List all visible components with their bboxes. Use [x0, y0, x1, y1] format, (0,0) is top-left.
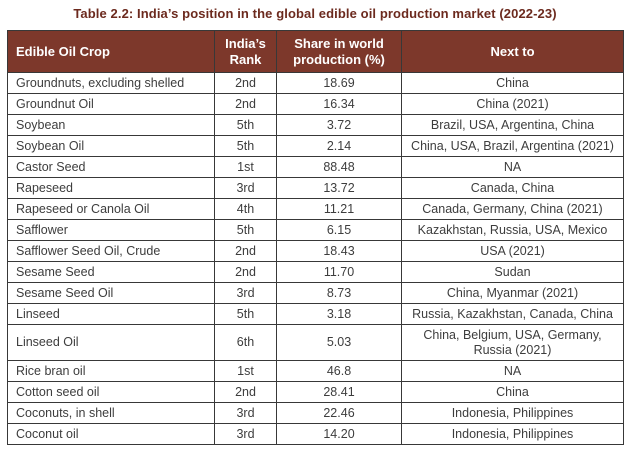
header-rank: India’s Rank — [214, 30, 277, 73]
cell-next-to: Kazakhstan, Russia, USA, Mexico — [401, 219, 624, 241]
cell-next-to: Canada, Germany, China (2021) — [401, 198, 624, 220]
cell-rank: 3rd — [214, 423, 277, 445]
cell-crop: Linseed Oil — [7, 324, 215, 361]
cell-crop: Groundnut Oil — [7, 93, 215, 115]
table-row: Safflower Seed Oil, Crude 2nd 18.43 USA (20… — [7, 240, 624, 262]
table-row: Sesame Seed Oil 3rd 8.73 China, Myanmar (20… — [7, 282, 624, 304]
cell-share: 16.34 — [276, 93, 402, 115]
cell-rank: 2nd — [214, 261, 277, 283]
cell-rank: 3rd — [214, 282, 277, 304]
cell-crop: Rapeseed — [7, 177, 215, 199]
cell-rank: 2nd — [214, 72, 277, 94]
cell-rank: 2nd — [214, 93, 277, 115]
cell-share: 13.72 — [276, 177, 402, 199]
cell-rank: 5th — [214, 135, 277, 157]
cell-rank: 1st — [214, 156, 277, 178]
cell-crop: Linseed — [7, 303, 215, 325]
cell-next-to: China, Myanmar (2021) — [401, 282, 624, 304]
cell-next-to: Sudan — [401, 261, 624, 283]
cell-share: 11.70 — [276, 261, 402, 283]
cell-crop: Groundnuts, excluding shelled — [7, 72, 215, 94]
table-row: Cotton seed oil 2nd 28.41 China — [7, 381, 624, 403]
cell-share: 14.20 — [276, 423, 402, 445]
table-row: Rapeseed 3rd 13.72 Canada, China — [7, 177, 624, 199]
table-row: Soybean 5th 3.72 Brazil, USA, Argentina, Ch… — [7, 114, 624, 136]
edible-oil-table: Edible Oil Crop India’s Rank Share in wo… — [7, 30, 624, 445]
cell-crop: Castor Seed — [7, 156, 215, 178]
cell-next-to: Brazil, USA, Argentina, China — [401, 114, 624, 136]
header-share: Share in world production (%) — [276, 30, 402, 73]
cell-share: 46.8 — [276, 360, 402, 382]
cell-share: 88.48 — [276, 156, 402, 178]
cell-crop: Coconuts, in shell — [7, 402, 215, 424]
cell-share: 18.69 — [276, 72, 402, 94]
cell-share: 2.14 — [276, 135, 402, 157]
cell-next-to: Canada, China — [401, 177, 624, 199]
cell-share: 3.18 — [276, 303, 402, 325]
cell-rank: 1st — [214, 360, 277, 382]
cell-crop: Soybean Oil — [7, 135, 215, 157]
table-row: Rice bran oil 1st 46.8 NA — [7, 360, 624, 382]
table-row: Soybean Oil 5th 2.14 China, USA, Brazil, Ar… — [7, 135, 624, 157]
cell-share: 28.41 — [276, 381, 402, 403]
cell-share: 5.03 — [276, 324, 402, 361]
table-row: Groundnut Oil 2nd 16.34 China (2021) — [7, 93, 624, 115]
cell-next-to: China, Belgium, USA, Germany, Russia (20… — [401, 324, 624, 361]
cell-share: 22.46 — [276, 402, 402, 424]
cell-crop: Safflower Seed Oil, Crude — [7, 240, 215, 262]
header-next-to: Next to — [401, 30, 624, 73]
cell-rank: 5th — [214, 303, 277, 325]
cell-rank: 5th — [214, 114, 277, 136]
cell-share: 6.15 — [276, 219, 402, 241]
cell-next-to: Indonesia, Philippines — [401, 402, 624, 424]
table-row: Rapeseed or Canola Oil 4th 11.21 Canada, Ge… — [7, 198, 624, 220]
cell-rank: 2nd — [214, 240, 277, 262]
cell-crop: Safflower — [7, 219, 215, 241]
table-row: Linseed 5th 3.18 Russia, Kazakhstan, Canada… — [7, 303, 624, 325]
cell-next-to: NA — [401, 360, 624, 382]
table-body: Groundnuts, excluding shelled 2nd 18.69 Chi… — [7, 72, 624, 445]
cell-next-to: China, USA, Brazil, Argentina (2021) — [401, 135, 624, 157]
cell-rank: 6th — [214, 324, 277, 361]
cell-rank: 5th — [214, 219, 277, 241]
cell-crop: Coconut oil — [7, 423, 215, 445]
cell-rank: 3rd — [214, 177, 277, 199]
cell-share: 18.43 — [276, 240, 402, 262]
table-row: Groundnuts, excluding shelled 2nd 18.69 Chi… — [7, 72, 624, 94]
table-row: Castor Seed 1st 88.48 NA — [7, 156, 624, 178]
cell-share: 3.72 — [276, 114, 402, 136]
cell-crop: Rice bran oil — [7, 360, 215, 382]
table-row: Coconut oil 3rd 14.20 Indonesia, Philippine… — [7, 423, 624, 445]
cell-next-to: NA — [401, 156, 624, 178]
cell-next-to: Russia, Kazakhstan, Canada, China — [401, 303, 624, 325]
cell-next-to: China — [401, 72, 624, 94]
cell-rank: 2nd — [214, 381, 277, 403]
cell-next-to: China (2021) — [401, 93, 624, 115]
table-row: Safflower 5th 6.15 Kazakhstan, Russia, USA,… — [7, 219, 624, 241]
table-title: Table 2.2: India’s position in the globa… — [73, 6, 557, 21]
cell-next-to: China — [401, 381, 624, 403]
cell-rank: 3rd — [214, 402, 277, 424]
table-row: Sesame Seed 2nd 11.70 Sudan — [7, 261, 624, 283]
cell-share: 8.73 — [276, 282, 402, 304]
cell-next-to: Indonesia, Philippines — [401, 423, 624, 445]
cell-rank: 4th — [214, 198, 277, 220]
cell-crop: Cotton seed oil — [7, 381, 215, 403]
cell-crop: Rapeseed or Canola Oil — [7, 198, 215, 220]
cell-crop: Sesame Seed — [7, 261, 215, 283]
table-row: Linseed Oil 6th 5.03 China, Belgium, USA, G… — [7, 324, 624, 361]
cell-crop: Sesame Seed Oil — [7, 282, 215, 304]
cell-share: 11.21 — [276, 198, 402, 220]
table-header: Edible Oil Crop India’s Rank Share in wo… — [7, 30, 624, 73]
cell-crop: Soybean — [7, 114, 215, 136]
header-crop: Edible Oil Crop — [7, 30, 215, 73]
cell-next-to: USA (2021) — [401, 240, 624, 262]
table-row: Coconuts, in shell 3rd 22.46 Indonesia, Phi… — [7, 402, 624, 424]
header-row: Edible Oil Crop India’s Rank Share in wo… — [7, 30, 624, 73]
